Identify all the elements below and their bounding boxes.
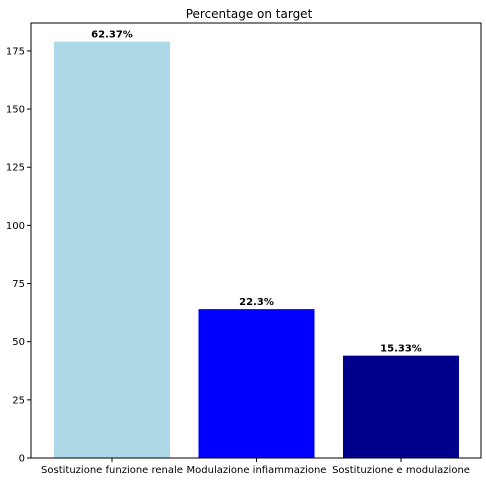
bar xyxy=(343,355,459,458)
data-label: 62.37% xyxy=(91,30,133,41)
data-label: 15.33% xyxy=(380,344,422,355)
plot-area: 0 25 50 75 100 125 150 175 Sostituzione funzione… xyxy=(6,30,470,476)
axes-frame xyxy=(30,22,482,459)
data-label: 22.3% xyxy=(239,297,274,308)
y-tick-label: 25 xyxy=(12,395,25,406)
y-tick-label: 75 xyxy=(12,279,25,290)
x-tick-label: Modulazione infiammazione xyxy=(187,465,327,476)
y-tick-label: 100 xyxy=(6,221,25,232)
x-tick-label: Sostituzione e modulazione xyxy=(332,465,470,476)
y-tick-label: 50 xyxy=(12,337,25,348)
chart-title: Percentage on target xyxy=(186,7,313,21)
y-tick-label: 125 xyxy=(6,163,25,174)
y-tick-label: 150 xyxy=(6,105,25,116)
y-tick-label: 175 xyxy=(6,46,25,57)
bar xyxy=(198,309,315,458)
bar xyxy=(54,41,170,459)
x-tick-label: Sostituzione funzione renale xyxy=(41,465,183,476)
y-tick-label: 0 xyxy=(19,454,25,465)
